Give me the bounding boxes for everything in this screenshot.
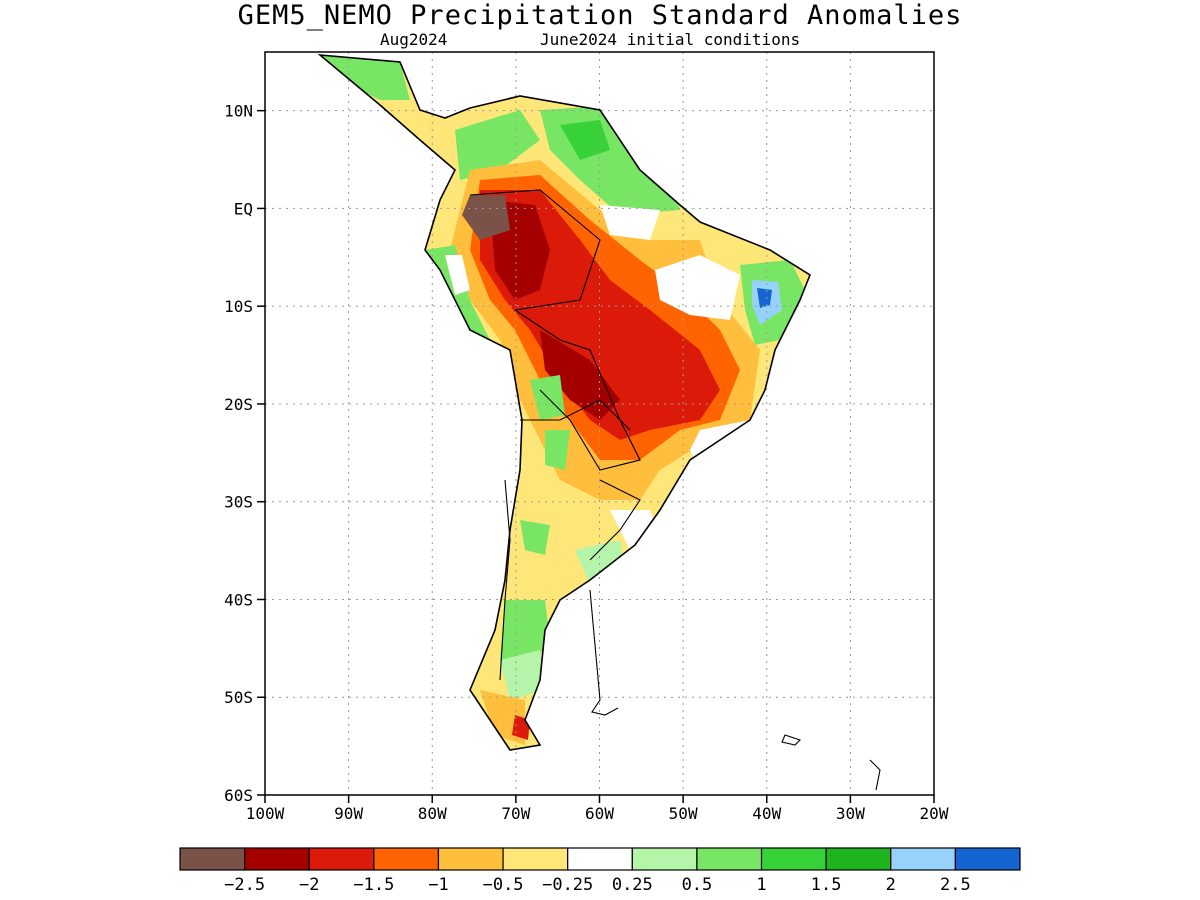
colorbar-swatch: [825, 847, 892, 871]
lat-tick-label: 10N: [224, 102, 253, 121]
colorbar-label: 0.5: [682, 875, 713, 895]
colorbar-label: −1: [428, 875, 448, 895]
colorbar-swatch: [890, 847, 956, 871]
subtitle-initial-conditions: June2024 initial conditions: [540, 30, 801, 49]
colorbar-label: −1.5: [353, 875, 394, 895]
colorbar-label: −2.5: [224, 875, 265, 895]
lon-tick-label: 40W: [752, 804, 781, 823]
lat-tick-label: 10S: [224, 297, 253, 316]
colorbar-swatch: [631, 847, 698, 871]
subtitle-month: Aug2024: [380, 30, 448, 49]
colorbar-swatch: [308, 847, 375, 871]
lat-tick-label: 50S: [224, 688, 253, 707]
lat-tick-label: 40S: [224, 590, 253, 609]
lon-tick-label: 100W: [246, 804, 285, 823]
colorbar-label: 1: [756, 875, 766, 895]
colorbar-label: −2: [299, 875, 319, 895]
lon-tick-label: 30W: [836, 804, 865, 823]
lon-tick-label: 70W: [501, 804, 530, 823]
colorbar-swatch: [373, 847, 440, 871]
lon-tick-label: 80W: [418, 804, 447, 823]
lat-tick-label: 30S: [224, 493, 253, 512]
lat-tick-label: 20S: [224, 395, 253, 414]
colorbar-swatch: [954, 847, 1021, 871]
map-title: GEM5_NEMO Precipitation Standard Anomali…: [237, 0, 963, 31]
coastline: [317, 53, 881, 791]
lon-tick-label: 50W: [669, 804, 698, 823]
colorbar-label: 2.5: [940, 875, 971, 895]
colorbar: −2.5 −2 −1.5 −1 −0.5 −0.25 0.25 0.5 1 1.5 2 2.5: [179, 847, 1021, 895]
colorbar-swatch: [244, 847, 310, 871]
lat-tick-label: 60S: [224, 786, 253, 805]
colorbar-label: −0.25: [542, 875, 593, 895]
graticule: [265, 52, 934, 795]
colorbar-label: 2: [886, 875, 896, 895]
colorbar-label: −0.5: [483, 875, 524, 895]
colorbar-swatch: [760, 847, 827, 871]
colorbar-swatch: [567, 847, 633, 871]
lon-tick-label: 20W: [920, 804, 949, 823]
colorbar-swatch: [696, 847, 763, 871]
colorbar-swatch: [502, 847, 569, 871]
lon-tick-label: 60W: [585, 804, 614, 823]
colorbar-label: 0.25: [612, 875, 653, 895]
colorbar-label: 1.5: [811, 875, 842, 895]
colorbar-swatch: [179, 847, 246, 871]
colorbar-swatch: [437, 847, 504, 871]
lon-tick-label: 90W: [334, 804, 363, 823]
lat-tick-label: EQ: [234, 199, 253, 218]
